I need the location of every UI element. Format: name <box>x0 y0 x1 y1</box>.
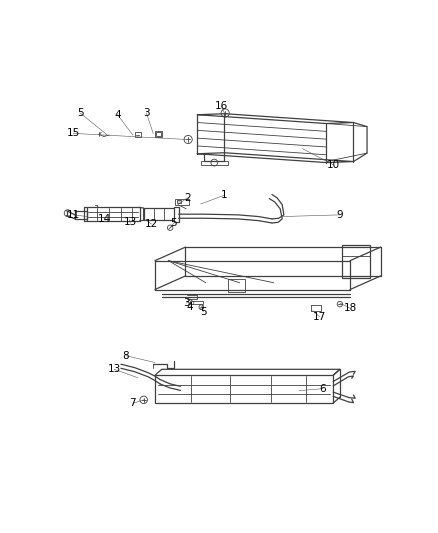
Bar <box>134 132 141 138</box>
Text: 5: 5 <box>170 219 177 228</box>
Text: 10: 10 <box>327 159 339 169</box>
Bar <box>175 199 189 205</box>
Text: 2: 2 <box>184 193 191 203</box>
Bar <box>144 208 174 220</box>
Bar <box>177 200 181 203</box>
Text: 8: 8 <box>123 351 129 361</box>
Text: 11: 11 <box>67 210 80 220</box>
Bar <box>87 207 140 221</box>
Text: 4: 4 <box>114 110 121 120</box>
Bar <box>201 160 228 165</box>
Text: 12: 12 <box>145 219 158 229</box>
Text: 13: 13 <box>124 217 137 227</box>
Bar <box>155 375 333 403</box>
Text: 16: 16 <box>215 101 228 111</box>
Text: 5: 5 <box>200 306 207 317</box>
Text: 15: 15 <box>67 128 80 139</box>
Bar <box>228 279 245 292</box>
Text: 7: 7 <box>130 398 136 408</box>
Text: 5: 5 <box>77 108 84 118</box>
Bar <box>190 302 203 304</box>
Text: 17: 17 <box>313 312 326 322</box>
Bar <box>155 131 162 138</box>
Text: 1: 1 <box>221 190 228 200</box>
Bar <box>342 245 371 278</box>
Text: 3: 3 <box>143 108 150 118</box>
Text: 14: 14 <box>97 214 111 224</box>
Text: 9: 9 <box>336 210 343 220</box>
Bar <box>75 212 87 219</box>
Text: 6: 6 <box>320 384 326 394</box>
Text: 3: 3 <box>183 298 190 308</box>
Text: 13: 13 <box>107 364 121 374</box>
Text: 4: 4 <box>187 302 193 312</box>
Text: 18: 18 <box>343 303 357 313</box>
Bar <box>156 132 161 136</box>
